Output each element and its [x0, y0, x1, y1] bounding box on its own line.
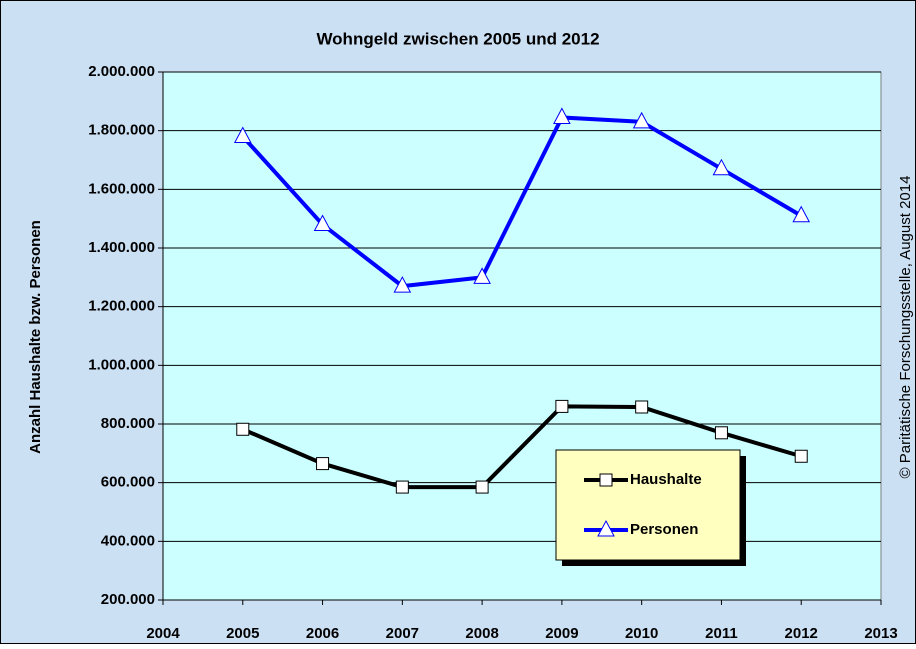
- marker: [393, 276, 412, 293]
- series-line: [241, 404, 802, 490]
- x-tick-label: 2007: [386, 625, 419, 642]
- x-tick-label: 2006: [306, 625, 339, 642]
- marker: [712, 158, 731, 176]
- marker: [553, 107, 571, 124]
- x-tick-label: 2004: [146, 625, 180, 642]
- y-tick-label: 1.800.000: [88, 122, 155, 139]
- y-tick-label: 600.000: [101, 474, 155, 491]
- marker: [236, 422, 250, 436]
- source-note: © Paritätische Forschungsstelle, August …: [897, 176, 914, 479]
- marker: [714, 426, 728, 440]
- y-tick-label: 200.000: [101, 591, 155, 608]
- x-tick-label: 2005: [226, 625, 259, 642]
- legend: [555, 449, 741, 561]
- y-axis-title: Anzahl Haushalte bzw. Personen: [27, 220, 44, 454]
- chart-title: Wohngeld zwischen 2005 und 2012: [316, 29, 599, 48]
- marker: [794, 449, 808, 463]
- marker: [233, 126, 252, 144]
- marker: [632, 111, 651, 129]
- y-tick-label: 1.400.000: [88, 239, 155, 256]
- x-tick-label: 2010: [625, 625, 658, 642]
- y-tick-label: 400.000: [101, 532, 155, 549]
- x-tick-label: 2008: [465, 625, 498, 642]
- y-tick-label: 1.600.000: [88, 180, 155, 197]
- marker: [316, 457, 330, 471]
- legend-label: Personen: [630, 521, 698, 538]
- marker: [555, 399, 569, 413]
- marker: [395, 480, 409, 494]
- series-line: [241, 115, 803, 289]
- y-tick-label: 1.200.000: [88, 298, 155, 315]
- x-tick-label: 2009: [545, 625, 578, 642]
- legend-label: Haushalte: [630, 471, 702, 488]
- x-tick-label: 2012: [785, 625, 818, 642]
- plot-area: [162, 71, 882, 601]
- marker: [599, 473, 613, 487]
- y-tick-label: 800.000: [101, 415, 155, 432]
- y-tick-label: 1.000.000: [88, 356, 155, 373]
- marker: [473, 267, 491, 284]
- y-tick-label: 2.000.000: [88, 63, 155, 80]
- x-tick-label: 2013: [864, 625, 897, 642]
- marker: [313, 214, 332, 232]
- marker: [597, 519, 615, 537]
- marker: [475, 480, 489, 494]
- x-tick-label: 2011: [705, 625, 738, 642]
- marker: [635, 400, 649, 414]
- marker: [792, 205, 811, 223]
